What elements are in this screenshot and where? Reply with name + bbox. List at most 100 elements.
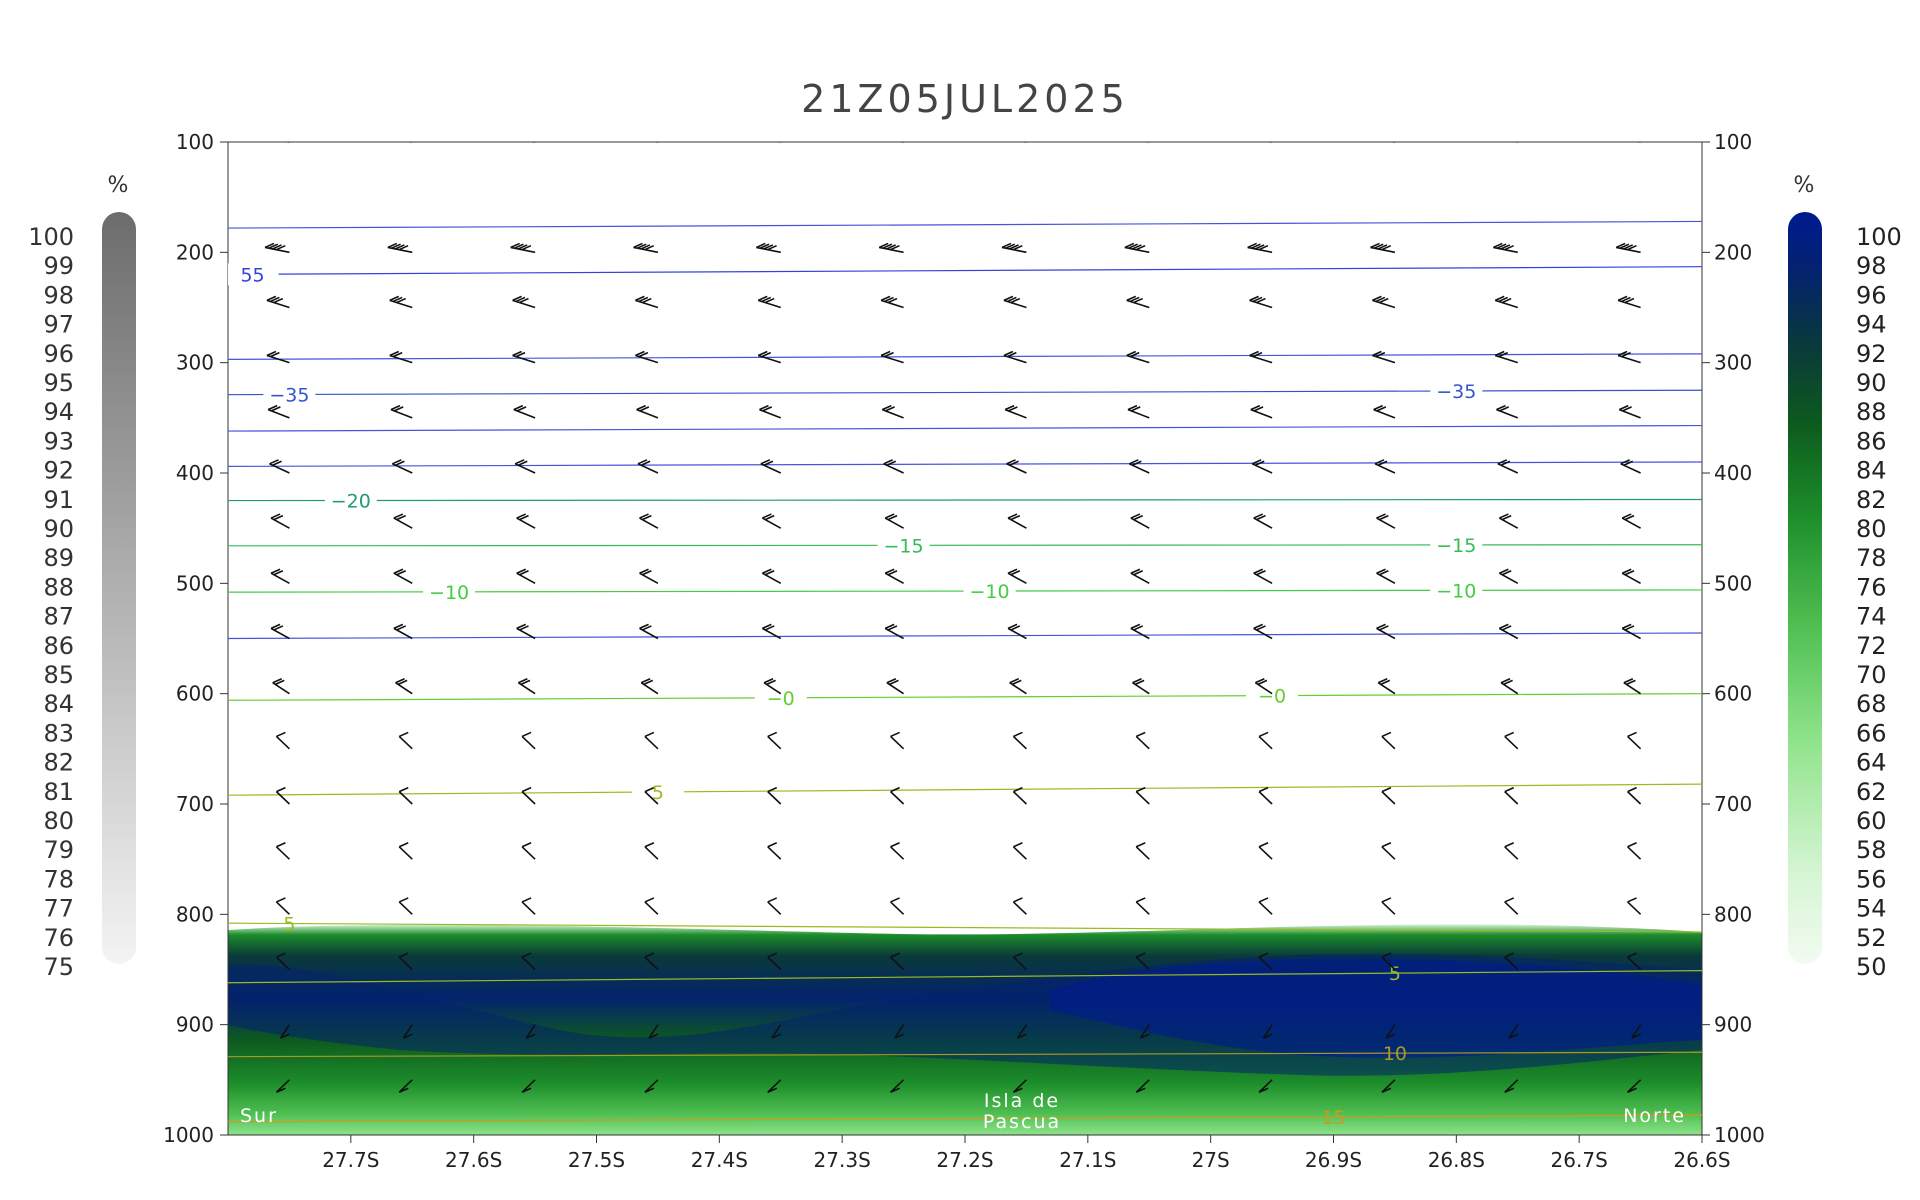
wind-barb-flag <box>393 568 404 574</box>
wind-barb <box>761 623 782 640</box>
y-tick-label-right: 400 <box>1714 461 1752 485</box>
wind-barb-flag <box>398 1087 409 1093</box>
wind-barb-flag <box>266 295 277 302</box>
wind-barb <box>1258 1079 1273 1093</box>
wind-barb <box>1504 731 1519 750</box>
wind-barb-staff <box>1249 354 1273 364</box>
wind-barb-flag <box>1498 351 1509 358</box>
isotherm-label: 10 <box>1383 1043 1407 1065</box>
wind-barb-flag <box>1009 677 1020 684</box>
wind-barb-flag <box>1379 625 1389 631</box>
wind-barb-flag <box>398 244 409 251</box>
wind-barb-flag <box>644 786 655 793</box>
label-norte: Norte <box>1623 1105 1686 1127</box>
wind-barb-flag <box>273 514 284 521</box>
wind-barb-staff <box>1381 791 1396 805</box>
wind-barb <box>1135 842 1150 860</box>
wind-barb-staff <box>275 1079 290 1093</box>
x-tick-label: 26.7S <box>1551 1148 1608 1172</box>
wind-barb-flag <box>1134 1143 1143 1147</box>
wind-barb-flag <box>767 244 777 251</box>
wind-barb-flag <box>1374 134 1383 138</box>
wind-barb-staff <box>1025 1134 1027 1135</box>
wind-barb-staff <box>1627 1079 1642 1093</box>
wind-barb-flag <box>1262 1033 1273 1039</box>
wind-barb-flag <box>275 244 286 251</box>
wind-barb-staff <box>635 354 659 364</box>
wind-barb-flag <box>889 1143 898 1147</box>
wind-barb <box>1504 842 1519 860</box>
wind-barb-flag <box>756 133 765 137</box>
wind-barb-flag <box>1377 244 1388 250</box>
wind-barb-flag <box>886 244 896 250</box>
wind-barb <box>1621 623 1641 640</box>
wind-barb-staff <box>288 1134 290 1135</box>
wind-barb <box>521 842 536 860</box>
wind-barb <box>521 786 536 805</box>
right-colorbar-label: 78 <box>1856 544 1887 572</box>
wind-barb-flag <box>1003 350 1014 357</box>
wind-barb <box>1135 952 1150 971</box>
wind-barb-staff <box>890 1079 905 1093</box>
wind-barb <box>1254 677 1273 695</box>
wind-barb-staff <box>275 846 290 860</box>
wind-barb-flag <box>1255 677 1265 684</box>
wind-barb-staff <box>1130 627 1150 640</box>
wind-barb-flag <box>1619 243 1630 249</box>
wind-barb <box>1381 1079 1396 1093</box>
wind-barb-flag <box>1124 242 1135 249</box>
wind-barb <box>387 242 413 254</box>
wind-barb-flag <box>755 242 766 249</box>
wind-barb <box>1134 1134 1150 1147</box>
right-colorbar-label: 92 <box>1856 340 1887 368</box>
wind-barb-flag <box>1258 952 1269 958</box>
wind-barb-flag <box>1381 244 1392 251</box>
wind-barb-staff <box>1639 1134 1641 1135</box>
wind-barb-flag <box>395 677 405 684</box>
left-colorbar-label: 80 <box>43 807 74 835</box>
wind-barb-staff <box>1513 142 1518 143</box>
wind-barb-flag <box>1013 897 1023 903</box>
wind-barb <box>1615 242 1641 254</box>
wind-barb-staff <box>521 846 536 860</box>
wind-barb <box>884 568 904 585</box>
wind-barb <box>398 786 413 805</box>
wind-barb <box>398 731 413 750</box>
wind-barb <box>1025 1134 1027 1135</box>
wind-barb-flag <box>1496 243 1507 249</box>
left-colorbar: % 10099989796959493929190898887868584838… <box>28 173 136 981</box>
wind-barb <box>285 142 290 143</box>
wind-barb <box>1128 459 1150 474</box>
wind-barb <box>389 350 413 364</box>
wind-barb-flag <box>1009 460 1019 466</box>
wind-barb-flag <box>393 513 404 519</box>
wind-barb-flag <box>276 786 286 793</box>
wind-barb-flag <box>1007 296 1017 303</box>
wind-barb <box>1516 1134 1518 1135</box>
wind-barb-flag <box>1620 134 1629 138</box>
y-tick-label-left: 300 <box>176 351 214 375</box>
wind-barb-staff <box>1377 682 1396 695</box>
left-colorbar-label: 94 <box>43 398 74 426</box>
wind-barb-staff <box>881 408 904 419</box>
wind-barb-flag <box>271 406 281 412</box>
left-colorbar-label: 85 <box>43 661 74 689</box>
right-colorbar-label: 90 <box>1856 369 1887 397</box>
wind-barb-flag <box>1004 404 1015 411</box>
wind-barb-flag <box>641 135 650 139</box>
wind-barb-flag <box>884 568 895 574</box>
wind-barb-flag <box>767 1087 778 1093</box>
wind-barb-flag <box>884 623 895 630</box>
wind-barb-flag <box>273 297 284 304</box>
isotherm-line <box>228 424 1702 432</box>
wind-barb-flag <box>1504 244 1514 251</box>
left-colorbar-label: 93 <box>43 427 74 455</box>
wind-barb-flag <box>1492 242 1503 249</box>
wind-barb-staff <box>531 142 536 143</box>
wind-barb-staff <box>1504 1079 1519 1093</box>
y-tick-label-left: 1000 <box>163 1123 214 1147</box>
wind-barb-flag <box>1248 133 1257 137</box>
wind-barb-staff <box>656 1134 658 1135</box>
wind-barb-staff <box>1623 682 1642 695</box>
wind-barb-flag <box>1381 897 1392 903</box>
